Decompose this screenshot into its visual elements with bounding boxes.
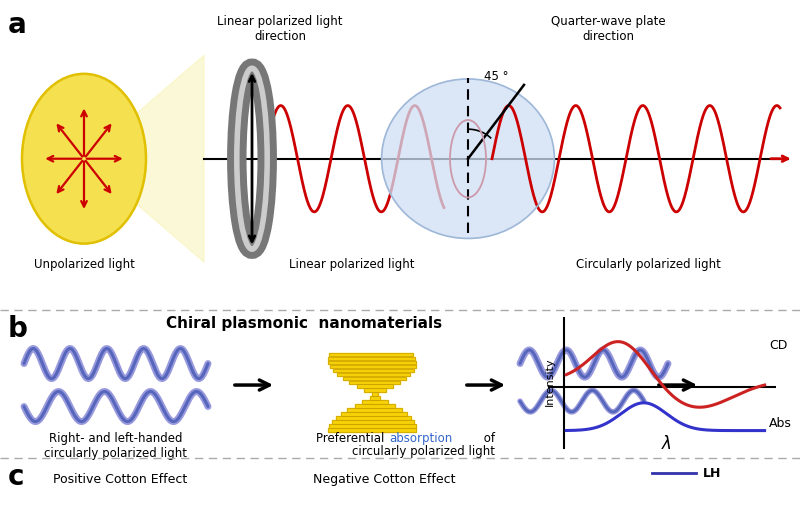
Text: Positive Cotton Effect: Positive Cotton Effect — [53, 473, 187, 486]
Text: Linear polarized light
direction: Linear polarized light direction — [218, 15, 342, 43]
Polygon shape — [343, 376, 406, 380]
Text: c: c — [8, 463, 25, 491]
Text: 45 °: 45 ° — [484, 69, 509, 83]
Polygon shape — [354, 404, 395, 408]
Polygon shape — [330, 424, 416, 428]
Polygon shape — [350, 381, 400, 384]
Polygon shape — [84, 55, 204, 262]
Text: CD: CD — [769, 339, 787, 352]
Polygon shape — [332, 420, 414, 423]
Text: b: b — [8, 315, 28, 343]
Polygon shape — [330, 365, 415, 368]
Text: Preferential: Preferential — [316, 431, 388, 445]
Polygon shape — [329, 353, 413, 356]
Polygon shape — [362, 400, 388, 404]
Text: Intensity: Intensity — [546, 358, 555, 407]
Text: λ: λ — [662, 435, 671, 453]
Text: Linear polarized light: Linear polarized light — [290, 259, 414, 271]
Text: absorption: absorption — [390, 431, 453, 445]
Polygon shape — [347, 408, 402, 412]
Polygon shape — [328, 357, 415, 360]
Text: Right- and left-handed
circularly polarized light: Right- and left-handed circularly polari… — [45, 431, 187, 460]
Polygon shape — [333, 369, 414, 372]
Polygon shape — [328, 428, 416, 431]
Polygon shape — [336, 416, 411, 420]
Text: Quarter-wave plate
direction: Quarter-wave plate direction — [550, 15, 666, 43]
Polygon shape — [338, 373, 410, 376]
Text: Negative Cotton Effect: Negative Cotton Effect — [313, 473, 455, 486]
Polygon shape — [328, 361, 416, 364]
Ellipse shape — [22, 74, 146, 244]
Polygon shape — [357, 384, 394, 388]
Text: Abs: Abs — [769, 417, 792, 430]
Polygon shape — [370, 396, 380, 400]
Text: circularly polarized light: circularly polarized light — [353, 445, 495, 458]
Circle shape — [382, 79, 554, 239]
Text: Chiral plasmonic  nanomaterials: Chiral plasmonic nanomaterials — [166, 316, 442, 331]
Text: Unpolarized light: Unpolarized light — [34, 259, 134, 271]
Text: of: of — [480, 431, 495, 445]
Polygon shape — [342, 412, 407, 416]
Polygon shape — [372, 392, 378, 396]
Text: a: a — [8, 11, 26, 39]
Text: Circularly polarized light: Circularly polarized light — [575, 259, 721, 271]
Polygon shape — [364, 388, 386, 392]
Text: LH: LH — [702, 467, 721, 480]
